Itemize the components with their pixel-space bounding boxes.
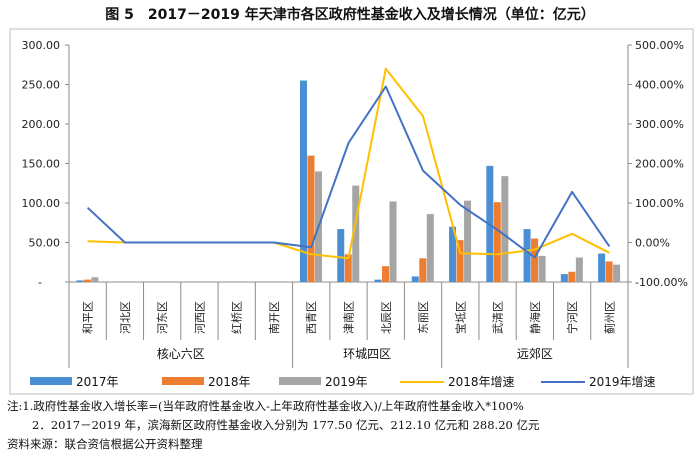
right-tick-label: 500.00% (635, 39, 684, 52)
note-line-2: 2．2017－2019 年，滨海新区政府性基金收入分别为 177.50 亿元、2… (32, 418, 540, 432)
bar-2019年 (389, 201, 397, 282)
group-label: 环城四区 (343, 347, 391, 361)
bar-2019年 (352, 185, 360, 282)
category-label: 宝坻区 (453, 301, 467, 334)
legend-swatch (30, 377, 72, 385)
category-label: 津南区 (343, 301, 356, 334)
figure-title: 图 5 2017－2019 年天津市各区政府性基金收入及增长情况（单位：亿元） (105, 7, 595, 23)
category-label: 宁河区 (565, 301, 579, 334)
category-label: 武清区 (492, 301, 505, 334)
category-label: 东丽区 (417, 301, 430, 334)
group-label: 远郊区 (517, 347, 553, 361)
bar-2019年 (464, 200, 472, 282)
bar-2018年 (83, 279, 91, 282)
bar-2019年 (575, 257, 583, 282)
bar-2017年 (449, 226, 457, 282)
note-line-1: 注:1.政府性基金收入增长率=(当年政府性基金收入-上年政府性基金收入)/上年政… (7, 399, 524, 413)
category-label: 南开区 (268, 301, 281, 334)
right-tick-label: 200.00% (635, 158, 684, 171)
category-label: 静海区 (528, 301, 542, 334)
left-tick-label: 150.00 (22, 158, 61, 171)
bar-2019年 (613, 264, 621, 282)
bar-2019年 (426, 214, 434, 282)
left-tick-label: 300.00 (22, 39, 61, 52)
category-label: 北辰区 (380, 301, 393, 334)
left-tick-label: 50.00 (29, 237, 61, 250)
category-label: 红桥区 (231, 301, 244, 334)
bar-2018年 (307, 155, 315, 282)
legend-swatch (279, 377, 321, 385)
left-tick-label: 200.00 (22, 118, 61, 131)
bar-2017年 (337, 229, 345, 282)
left-tick-label: 100.00 (22, 197, 61, 210)
right-tick-label: 400.00% (635, 79, 684, 92)
bar-2019年 (538, 255, 546, 282)
left-tick-label: 250.00 (22, 79, 61, 92)
bar-2018年 (344, 254, 352, 282)
group-label: 核心六区 (157, 347, 205, 361)
legend-label: 2019年 (325, 375, 368, 389)
right-tick-label: 300.00% (635, 118, 684, 131)
bar-2017年 (411, 276, 419, 282)
left-tick-label: - (38, 276, 42, 289)
category-label: 河东区 (156, 301, 169, 334)
chart-frame (9, 28, 694, 395)
category-label: 蓟州区 (603, 301, 616, 334)
bar-2018年 (456, 240, 464, 282)
right-tick-label: 0.00% (635, 237, 670, 250)
category-label: 西青区 (305, 301, 318, 334)
bar-2018年 (531, 238, 539, 282)
legend-label: 2019年增速 (589, 375, 656, 389)
bar-2017年 (76, 280, 84, 282)
bar-2017年 (299, 80, 307, 282)
legend-label: 2017年 (76, 375, 119, 389)
legend-label: 2018年 (208, 375, 251, 389)
bar-2017年 (598, 253, 606, 282)
bar-2019年 (501, 176, 509, 282)
category-label: 河西区 (193, 301, 206, 334)
source-line: 资料来源：联合资信根据公开资料整理 (7, 437, 203, 451)
bar-2017年 (560, 274, 568, 282)
bar-2018年 (493, 202, 501, 282)
line-2019年增速 (86, 85, 611, 259)
bar-2017年 (374, 279, 382, 282)
legend-label: 2018年增速 (448, 375, 515, 389)
bar-2019年 (91, 277, 99, 282)
bar-2017年 (523, 229, 531, 282)
legend-swatch (162, 377, 204, 385)
bar-2018年 (419, 258, 427, 282)
bar-2018年 (568, 271, 576, 282)
bar-2018年 (605, 261, 613, 282)
category-label: 河北区 (119, 301, 132, 334)
category-label: 和平区 (82, 301, 95, 334)
line-2018年增速 (87, 67, 610, 260)
right-tick-label: -100.00% (635, 276, 688, 289)
bar-2018年 (382, 266, 390, 282)
right-tick-label: 100.00% (635, 197, 684, 210)
